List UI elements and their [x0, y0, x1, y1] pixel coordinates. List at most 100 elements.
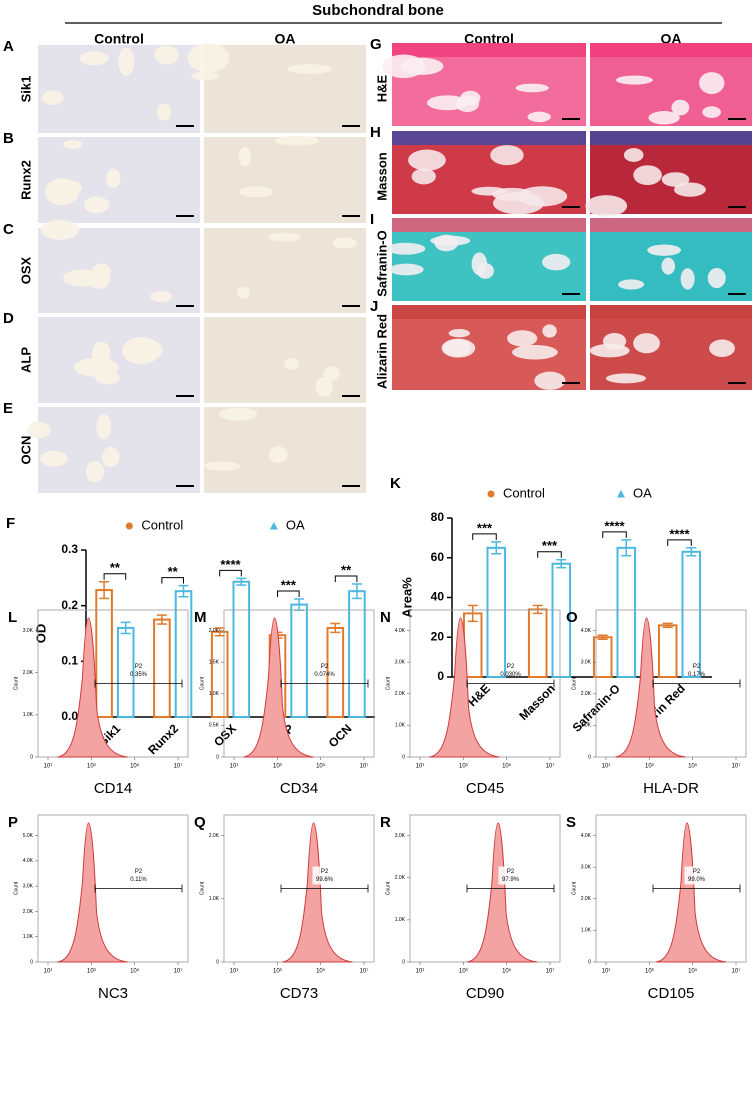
histogram [429, 617, 500, 758]
tissue-feature [63, 269, 101, 287]
error-bar [214, 627, 225, 637]
tissue-feature [602, 332, 627, 350]
significance-bracket [334, 575, 358, 582]
tissue-feature [448, 329, 470, 338]
histogram [466, 822, 538, 963]
y-axis-label: Count [571, 676, 577, 690]
error-bar [686, 547, 697, 557]
x-tick-label: 10⁷ [732, 763, 741, 770]
tissue-feature [274, 135, 320, 146]
y-tick-label: 1.0K [23, 712, 34, 718]
y-tick-label: 0 [402, 959, 405, 965]
panel-letter: S [566, 814, 576, 831]
y-tick-label: 1.0K [395, 917, 406, 923]
tissue-feature [615, 75, 653, 85]
panel-letter: J [370, 298, 378, 315]
histogram [243, 617, 314, 758]
tissue-feature [709, 339, 735, 358]
x-tick-label: 10¹ [602, 764, 611, 770]
x-tick-label: 10¹ [416, 764, 425, 770]
error-bar [178, 584, 189, 598]
tissue-feature [284, 357, 299, 370]
y-tick-label: 1.0K [581, 723, 592, 729]
y-tick-label: 4.0K [23, 858, 34, 864]
tissue-feature [426, 95, 469, 111]
y-tick-label: 0 [588, 754, 591, 760]
tissue-feature [493, 192, 545, 215]
bar [592, 636, 613, 678]
gate-percent: 0.11% [130, 877, 147, 883]
panel-letter: M [194, 609, 207, 626]
error-bar [156, 614, 167, 625]
x-tick-label: 10³ [87, 764, 96, 770]
tissue-feature [73, 357, 119, 377]
tissue-feature [605, 373, 647, 384]
stain-cartilage [392, 131, 586, 145]
tissue-feature [96, 414, 112, 440]
gate-name: P2 [135, 869, 143, 875]
gate-name: P2 [321, 664, 329, 670]
row-label: Runx2 [18, 160, 33, 200]
panel-letter: N [380, 609, 391, 626]
tissue-feature [542, 324, 557, 338]
row-label: Masson [374, 152, 389, 200]
row-label: ALP [18, 347, 33, 373]
stain-cartilage [392, 43, 586, 57]
panel-letter: B [3, 130, 14, 147]
tissue-feature [618, 279, 645, 290]
tissue-feature [490, 145, 524, 166]
significance-label: ** [341, 562, 352, 577]
stain-cartilage [590, 218, 752, 232]
tissue-feature [408, 149, 446, 171]
panel-letter: P [8, 814, 18, 831]
tissue-feature [332, 237, 358, 249]
ihc-image [204, 45, 366, 133]
y-axis-label: OD [33, 624, 48, 644]
tissue-feature [633, 165, 662, 185]
row-label: Alizarin Red [374, 314, 389, 389]
tissue-feature [83, 196, 110, 214]
marker-label: CD105 [648, 985, 695, 1002]
tissue-feature [41, 90, 64, 106]
error-bar [662, 622, 673, 629]
legend-marker [487, 490, 495, 498]
y-tick-label: 1.0K [581, 928, 592, 934]
x-tick-label: 10³ [645, 969, 654, 975]
tissue-feature [647, 244, 682, 256]
tissue-feature [239, 186, 274, 198]
tissue-feature [218, 407, 258, 421]
gate-percent: 0.17% [688, 672, 706, 678]
error-bar [597, 634, 608, 640]
ihc-image [38, 228, 200, 313]
y-axis-label: Area% [399, 577, 414, 618]
x-tick-label: 10⁵ [688, 763, 698, 770]
y-tick-label: 60 [431, 550, 445, 564]
x-tick-label: 10⁷ [546, 763, 555, 770]
stain-cartilage [590, 131, 752, 145]
tissue-feature [40, 219, 79, 240]
tissue-feature [238, 147, 252, 167]
x-tick-label: 10³ [459, 764, 468, 770]
significance-label: *** [281, 577, 297, 592]
x-tick-label: 10¹ [230, 764, 239, 770]
x-tick-label: 10⁵ [502, 763, 512, 770]
gate-label-bg [498, 866, 523, 885]
figure-title: Subchondral bone [312, 2, 444, 19]
tissue-feature [191, 71, 220, 81]
x-tick-label: H&E [465, 681, 493, 709]
tissue-feature [699, 72, 725, 95]
histogram [57, 822, 128, 963]
tissue-feature [150, 290, 173, 303]
y-tick-label: 0.2 [61, 598, 78, 612]
tissue-feature [542, 253, 571, 271]
significance-bracket [602, 531, 627, 538]
histogram [615, 617, 686, 758]
panel-letter: E [3, 400, 13, 417]
gate-name: P2 [507, 869, 515, 875]
significance-bracket [219, 569, 242, 577]
tissue-feature [434, 234, 459, 252]
error-bar [99, 580, 110, 600]
x-tick-label: 10³ [273, 764, 282, 770]
panel-letter: A [3, 38, 14, 55]
tissue-feature [134, 339, 163, 361]
